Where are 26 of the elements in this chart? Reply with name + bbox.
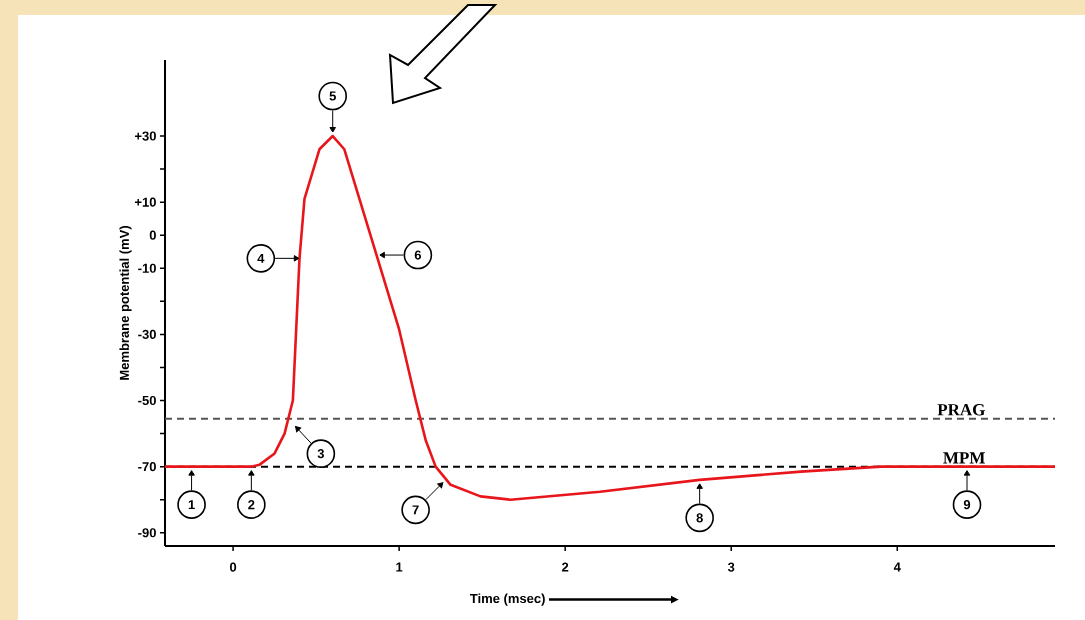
- y-tick-label: 0: [149, 230, 156, 240]
- annotation: 4: [257, 253, 265, 263]
- annotation: 1: [188, 500, 195, 510]
- y-axis-title: Membrane potential (mV): [119, 226, 132, 380]
- y-tick-label: +30: [134, 131, 156, 141]
- ref-line-label: MPM: [943, 452, 985, 464]
- y-tick-label: -30: [138, 329, 156, 339]
- annotation: 6: [414, 250, 422, 260]
- annotation: 5: [329, 91, 336, 101]
- annotation: 3: [317, 449, 325, 459]
- x-axis-title: Time (msec): [469, 593, 545, 606]
- y-tick-label: -90: [138, 528, 156, 538]
- ref-line-label: PRAG: [937, 404, 985, 416]
- y-tick-label: -50: [138, 395, 156, 406]
- y-tick-label: -70: [138, 462, 156, 472]
- x-tick-label: 3: [727, 562, 735, 572]
- y-tick-label: +10: [134, 197, 156, 207]
- annotation: 8: [696, 513, 703, 523]
- x-tick-label: 1: [396, 562, 403, 572]
- y-tick-label: -10: [138, 263, 156, 273]
- annotation: 2: [248, 500, 255, 510]
- annotation: 9: [963, 500, 971, 510]
- x-tick-label: 4: [893, 562, 901, 572]
- annotation: 7: [412, 505, 419, 515]
- x-tick-label: 2: [562, 562, 569, 572]
- x-tick-label: 0: [229, 562, 237, 572]
